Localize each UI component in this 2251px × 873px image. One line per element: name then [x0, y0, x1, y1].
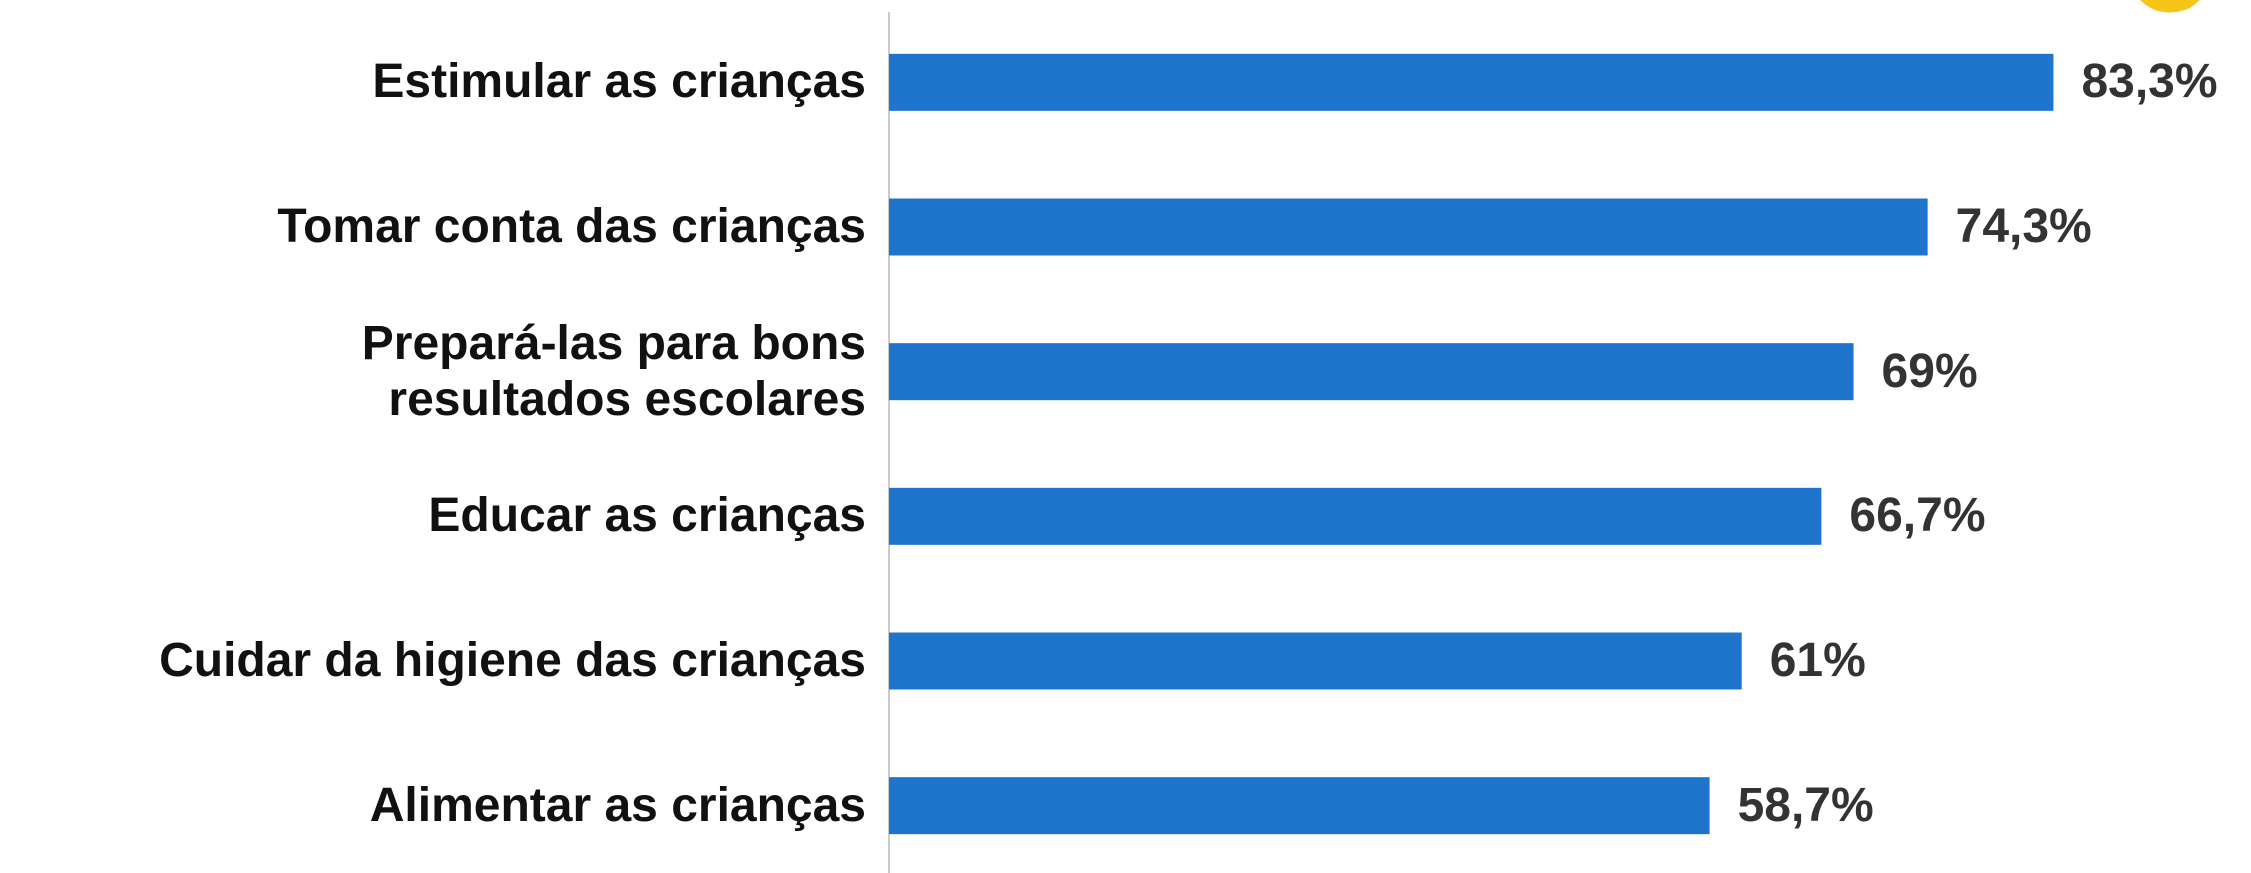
category-label: Cuidar da higiene das crianças	[159, 634, 866, 687]
bar	[889, 487, 1822, 545]
category-label: Tomar conta das crianças	[277, 200, 866, 253]
decoration	[2140, 0, 2200, 13]
value-label: 69%	[1881, 344, 1978, 398]
bar	[889, 777, 1710, 835]
value-label: 74,3%	[1955, 200, 2092, 253]
category-label: Alimentar as crianças	[369, 778, 866, 832]
category-label: Estimular as crianças	[372, 55, 866, 109]
value-label: 61%	[1769, 634, 1866, 687]
bar	[889, 632, 1742, 690]
category-label: Educar as crianças	[428, 489, 866, 543]
value-label: 58,7%	[1737, 778, 1874, 832]
category-label: Prepará-las para bons resultados escolar…	[361, 316, 866, 426]
bar	[889, 53, 2054, 111]
value-label: 66,7%	[1849, 489, 1986, 543]
value-label: 83,3%	[2081, 55, 2218, 109]
bar	[889, 198, 1928, 256]
bar	[889, 343, 1854, 401]
